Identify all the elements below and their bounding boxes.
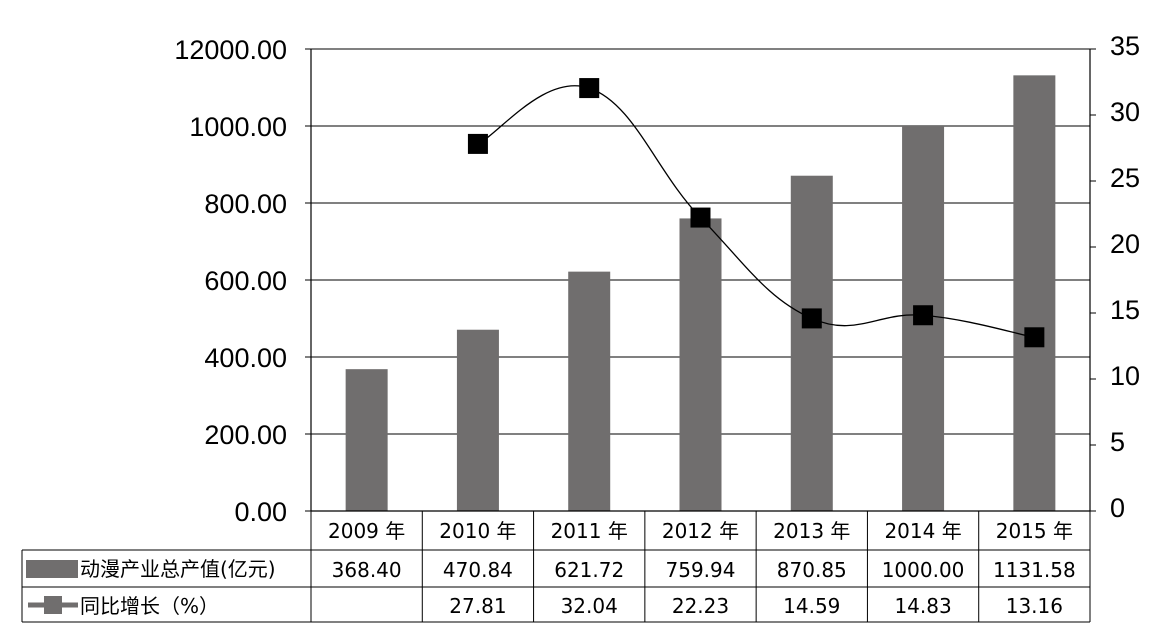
line-value-label: 14.59 [783, 594, 840, 618]
left-tick-label: 12000.00 [174, 35, 287, 65]
left-tick-label: 600.00 [204, 266, 287, 296]
axes [305, 48, 1096, 512]
data-table: 2009 年 368.40 2010 年 470.84 27.81 2011 年 621.7… [21, 511, 1091, 623]
line-value-label: 13.16 [1006, 594, 1063, 618]
line-point [913, 305, 934, 326]
right-tick-label: 0 [1110, 493, 1125, 523]
left-tick-label: 800.00 [204, 189, 287, 219]
bar-value-label: 1000.00 [882, 558, 965, 582]
left-tick-label: 400.00 [204, 343, 287, 373]
category-label: 2012 年 [662, 519, 739, 543]
line-point [467, 133, 488, 154]
bar-value-label: 870.85 [777, 558, 847, 582]
category-label: 2014 年 [884, 519, 961, 543]
bar [456, 329, 499, 511]
left-tick-label: 0.00 [234, 497, 287, 527]
legend-line-label: 同比增长（%） [80, 594, 219, 618]
growth-line [477, 85, 1035, 338]
bar-value-label: 470.84 [443, 558, 513, 582]
bar [568, 271, 611, 511]
bar-value-label: 621.72 [554, 558, 624, 582]
right-tick-label: 5 [1110, 427, 1125, 457]
category-label: 2013 年 [773, 519, 850, 543]
category-label: 2015 年 [996, 519, 1073, 543]
left-axis-ticks: 0.00 200.00 400.00 600.00 800.00 1000.00 12000… [174, 35, 287, 527]
bar-value-label: 1131.58 [993, 558, 1076, 582]
right-axis-ticks: 0 5 10 15 20 25 30 35 [1110, 31, 1140, 523]
line-value-label: 22.23 [672, 594, 729, 618]
right-tick-label: 15 [1110, 295, 1140, 325]
right-tick-label: 10 [1110, 361, 1140, 391]
bar [1013, 75, 1056, 511]
bar [790, 175, 833, 511]
line-point [801, 308, 822, 329]
right-tick-label: 25 [1110, 163, 1140, 193]
line-value-label: 27.81 [449, 594, 506, 618]
bar [679, 218, 722, 511]
category-label: 2009 年 [328, 519, 405, 543]
right-tick-label: 35 [1110, 31, 1140, 61]
left-tick-label: 1000.00 [189, 112, 287, 142]
bar-series [345, 75, 1056, 511]
right-tick-label: 30 [1110, 97, 1140, 127]
line-point [1024, 327, 1045, 348]
line-point [579, 78, 600, 99]
bar-value-label: 368.40 [332, 558, 402, 582]
bar [345, 369, 388, 511]
legend-bar-label: 动漫产业总产值(亿元) [80, 557, 276, 581]
category-label: 2011 年 [551, 519, 628, 543]
line-value-label: 32.04 [561, 594, 618, 618]
right-tick-label: 20 [1110, 229, 1140, 259]
bar-value-label: 759.94 [666, 558, 736, 582]
category-label: 2010 年 [439, 519, 516, 543]
line-series [467, 78, 1045, 348]
legend-bar-swatch [26, 560, 78, 578]
legend-line-marker [44, 596, 62, 614]
line-value-label: 14.83 [894, 594, 951, 618]
line-point [690, 207, 711, 228]
left-tick-label: 200.00 [204, 420, 287, 450]
